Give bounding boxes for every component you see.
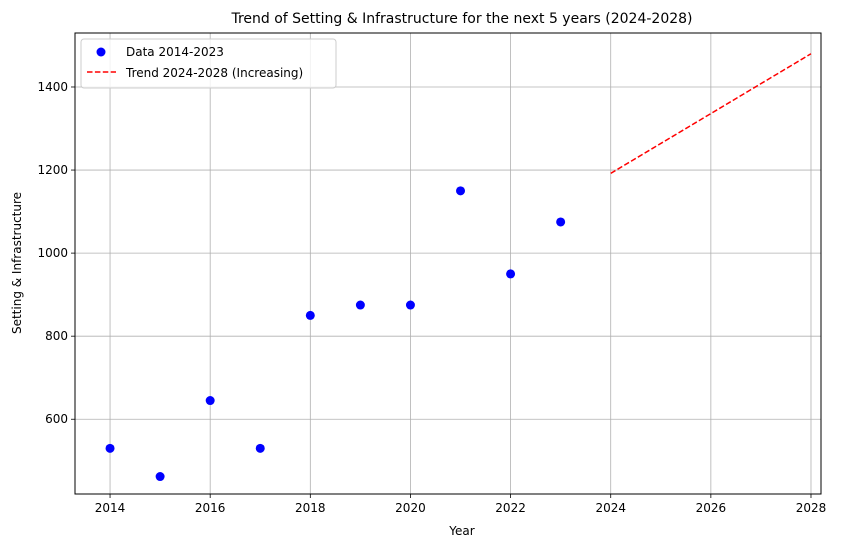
data-point <box>456 186 466 196</box>
data-point <box>405 300 415 310</box>
trend-line <box>610 53 812 175</box>
x-tick-label: 2028 <box>796 501 827 515</box>
y-axis-label: Setting & Infrastructure <box>10 192 24 334</box>
legend-label-trend: Trend 2024-2028 (Increasing) <box>125 66 303 80</box>
x-tick-label: 2016 <box>195 501 226 515</box>
plot-frame <box>74 32 822 495</box>
data-point <box>105 443 115 453</box>
y-tick-label: 1200 <box>37 163 68 177</box>
legend: Data 2014-2023 Trend 2024-2028 (Increasi… <box>80 38 337 89</box>
legend-label-data: Data 2014-2023 <box>126 45 224 59</box>
x-tick-label: 2022 <box>495 501 526 515</box>
data-point <box>155 472 165 482</box>
grid <box>75 33 821 494</box>
legend-box <box>80 38 337 89</box>
y-tick-label: 1000 <box>37 246 68 260</box>
y-tick-label: 1400 <box>37 80 68 94</box>
data-point <box>355 300 365 310</box>
data-point <box>255 443 265 453</box>
data-point <box>506 269 516 279</box>
y-ticks: 600 800 1000 1200 1400 <box>37 80 75 426</box>
plot-series <box>105 53 812 482</box>
y-tick-label: 800 <box>45 329 68 343</box>
x-tick-label: 2018 <box>295 501 326 515</box>
data-point <box>305 310 315 320</box>
data-point <box>556 217 566 227</box>
x-tick-label: 2026 <box>696 501 727 515</box>
x-tick-label: 2024 <box>595 501 626 515</box>
x-ticks: 2014 2016 2018 2020 2022 2024 2026 2028 <box>95 494 826 515</box>
x-axis-label: Year <box>448 524 474 538</box>
x-tick-label: 2020 <box>395 501 426 515</box>
chart-title: Trend of Setting & Infrastructure for th… <box>230 11 692 27</box>
y-tick-label: 600 <box>45 412 68 426</box>
data-point <box>205 396 215 406</box>
legend-marker-data <box>96 47 106 57</box>
x-tick-label: 2014 <box>95 501 126 515</box>
